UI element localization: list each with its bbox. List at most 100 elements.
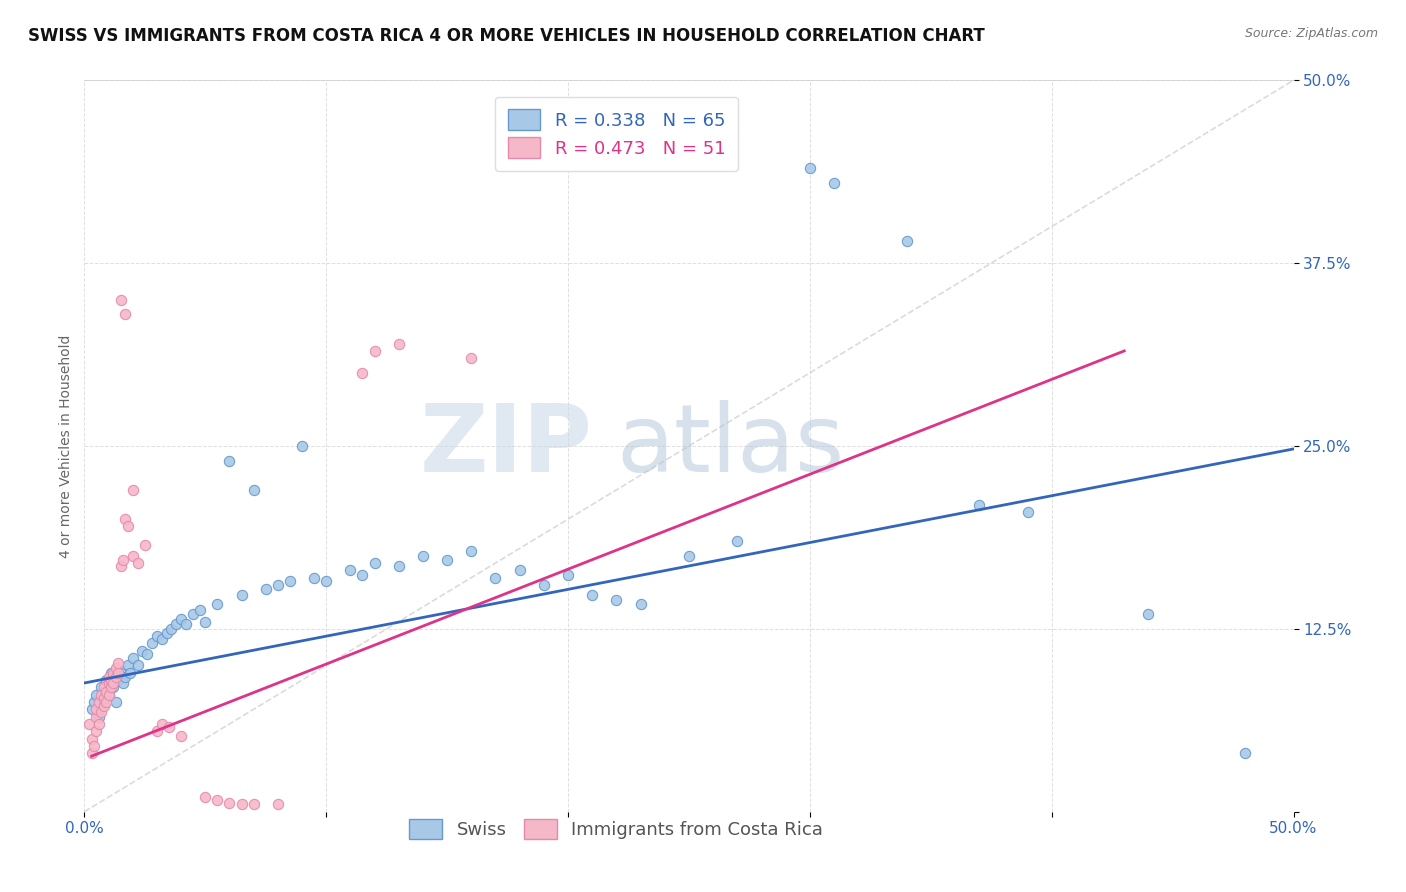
Point: [110, 665, 132, 680]
Point: [83, 739, 105, 753]
Point: [136, 647, 159, 661]
Point: [254, 582, 277, 597]
Point: [291, 439, 314, 453]
Point: [107, 656, 129, 670]
Point: [170, 729, 193, 743]
Point: [242, 483, 264, 497]
Point: [93, 690, 115, 705]
Point: [363, 556, 385, 570]
Point: [80, 731, 103, 746]
Point: [104, 670, 127, 684]
Point: [190, 603, 212, 617]
Point: [150, 632, 173, 646]
Point: [94, 685, 117, 699]
Point: [160, 622, 183, 636]
Text: ZIP: ZIP: [419, 400, 592, 492]
Point: [80, 702, 103, 716]
Text: atlas: atlas: [616, 400, 845, 492]
Point: [460, 351, 482, 366]
Point: [1234, 746, 1257, 760]
Point: [460, 544, 482, 558]
Point: [104, 695, 127, 709]
Point: [896, 234, 918, 248]
Point: [97, 676, 120, 690]
Point: [86, 702, 108, 716]
Point: [103, 681, 125, 695]
Point: [90, 688, 112, 702]
Point: [533, 578, 555, 592]
Point: [412, 549, 434, 563]
Point: [86, 709, 108, 723]
Point: [94, 673, 117, 687]
Point: [114, 670, 136, 684]
Point: [509, 563, 531, 577]
Point: [97, 688, 120, 702]
Point: [87, 695, 110, 709]
Point: [218, 796, 240, 810]
Point: [339, 563, 361, 577]
Point: [581, 588, 603, 602]
Point: [302, 571, 325, 585]
Point: [90, 681, 112, 695]
Point: [94, 695, 117, 709]
Point: [134, 539, 156, 553]
Point: [127, 556, 149, 570]
Point: [363, 343, 385, 358]
Point: [630, 597, 652, 611]
Point: [165, 617, 187, 632]
Point: [207, 597, 229, 611]
Point: [114, 512, 136, 526]
Point: [100, 681, 122, 695]
Point: [1137, 607, 1160, 622]
Point: [121, 549, 143, 563]
Point: [231, 588, 253, 602]
Point: [799, 161, 821, 175]
Point: [103, 676, 125, 690]
Point: [86, 724, 108, 739]
Point: [157, 720, 180, 734]
Point: [90, 705, 112, 719]
Point: [146, 629, 169, 643]
Point: [131, 644, 153, 658]
Point: [100, 665, 122, 680]
Point: [107, 665, 129, 680]
Point: [194, 790, 217, 805]
Point: [121, 651, 143, 665]
Point: [218, 453, 240, 467]
Point: [207, 793, 229, 807]
Point: [823, 176, 845, 190]
Point: [100, 673, 122, 687]
Point: [267, 797, 290, 812]
Point: [231, 797, 253, 812]
Point: [103, 665, 125, 680]
Y-axis label: 4 or more Vehicles in Household: 4 or more Vehicles in Household: [59, 334, 73, 558]
Point: [146, 724, 169, 739]
Point: [93, 681, 115, 695]
Text: SWISS VS IMMIGRANTS FROM COSTA RICA 4 OR MORE VEHICLES IN HOUSEHOLD CORRELATION : SWISS VS IMMIGRANTS FROM COSTA RICA 4 OR…: [28, 27, 984, 45]
Point: [557, 567, 579, 582]
Point: [117, 658, 139, 673]
Point: [484, 571, 506, 585]
Point: [107, 673, 129, 687]
Point: [315, 574, 337, 588]
Point: [93, 695, 115, 709]
Point: [112, 676, 135, 690]
Point: [83, 695, 105, 709]
Point: [605, 592, 627, 607]
Point: [725, 534, 748, 549]
Point: [121, 483, 143, 497]
Point: [174, 617, 197, 632]
Text: Source: ZipAtlas.com: Source: ZipAtlas.com: [1244, 27, 1378, 40]
Point: [150, 717, 173, 731]
Point: [436, 553, 458, 567]
Point: [77, 717, 100, 731]
Point: [242, 797, 264, 812]
Point: [155, 626, 177, 640]
Point: [114, 307, 136, 321]
Point: [120, 665, 142, 680]
Point: [141, 636, 163, 650]
Point: [352, 366, 374, 380]
Point: [181, 607, 204, 622]
Point: [278, 574, 301, 588]
Point: [112, 553, 135, 567]
